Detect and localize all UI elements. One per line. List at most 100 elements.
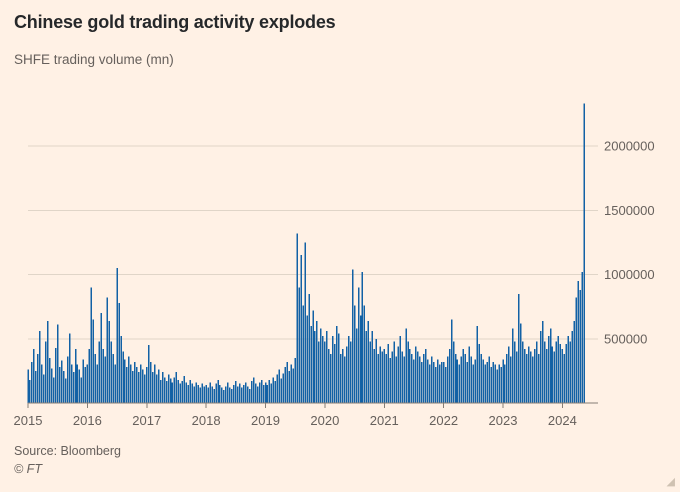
y-tick-label: 2000000 [604, 139, 655, 154]
volume-bar [375, 338, 378, 403]
volume-bar [436, 359, 439, 403]
volume-bar [571, 331, 574, 403]
volume-bar [92, 319, 95, 403]
volume-bar [171, 382, 174, 403]
volume-bar [304, 242, 306, 404]
volume-bar [367, 320, 370, 403]
volume-bar [78, 369, 81, 403]
volume-bar [351, 269, 354, 403]
volume-bar [70, 364, 73, 403]
volume-bar [274, 381, 277, 403]
volume-bar [541, 320, 544, 403]
volume-bar [306, 315, 308, 403]
volume-bar [429, 364, 431, 403]
volume-bar [496, 369, 498, 403]
volume-bar [318, 341, 320, 403]
volume-bar [526, 354, 528, 403]
volume-bar [82, 359, 85, 403]
source-text: Source: Bloomberg [14, 444, 122, 458]
volume-bar [377, 354, 380, 403]
volume-bar [484, 364, 486, 403]
volume-bar [322, 336, 324, 403]
volume-bar [197, 385, 199, 403]
volume-bar [31, 361, 33, 403]
volume-bar [516, 351, 518, 403]
volume-bar [94, 354, 97, 403]
volume-bar [561, 349, 564, 403]
volume-bar [328, 349, 330, 403]
volume-bar [181, 381, 184, 403]
volume-bar [520, 323, 522, 403]
volume-bar [163, 377, 166, 403]
volume-bar [244, 382, 247, 403]
volume-bar [543, 341, 546, 403]
volume-bar [345, 346, 348, 403]
volume-bar [369, 341, 372, 403]
volume-bar [492, 361, 494, 403]
volume-bar [278, 369, 281, 403]
volume-bar [486, 361, 488, 403]
volume-bar [450, 319, 453, 403]
volume-bar [508, 346, 510, 403]
volume-bar [195, 382, 197, 403]
volume-bar [559, 343, 562, 403]
volume-bar [353, 305, 356, 403]
volume-bar [74, 349, 77, 403]
volume-bar [72, 372, 75, 403]
volume-bar [310, 325, 312, 403]
volume-bar [381, 351, 384, 403]
volume-bar [551, 346, 554, 403]
volume-bar [549, 328, 552, 403]
volume-bar [258, 382, 261, 403]
volume-bar [268, 379, 271, 403]
volume-bar [494, 364, 496, 403]
volume-bar [209, 382, 211, 403]
volume-bar [159, 379, 162, 403]
volume-bar [407, 341, 409, 403]
volume-bar [480, 354, 482, 403]
volume-bar [343, 356, 346, 403]
volume-bar [300, 255, 302, 403]
volume-bar [128, 356, 130, 403]
volume-bar [112, 354, 114, 403]
volume-bar [527, 346, 530, 403]
volume-bar [100, 313, 102, 403]
volume-bar [140, 364, 142, 403]
volume-bar [510, 356, 512, 403]
volume-bar [529, 351, 532, 403]
volume-bar [254, 383, 257, 404]
volume-bar [231, 388, 233, 403]
x-tick-label: 2024 [548, 413, 577, 428]
volume-bar [76, 364, 79, 403]
volume-bar [64, 378, 67, 403]
volume-bar [547, 336, 550, 403]
volume-bar [490, 367, 492, 403]
volume-bar [217, 379, 219, 403]
volume-bar [389, 358, 391, 403]
volume-bar [270, 383, 273, 404]
volume-bar [47, 320, 49, 403]
volume-bar [385, 354, 387, 403]
volume-bar [225, 386, 227, 404]
volume-bar [144, 374, 146, 403]
volume-bar [337, 333, 340, 403]
volume-bar [522, 341, 524, 403]
volume-bar [201, 383, 203, 404]
x-tick-label: 2020 [310, 413, 339, 428]
chart-title: Chinese gold trading activity explodes [14, 12, 336, 32]
volume-bar [27, 369, 29, 403]
volume-bar [415, 346, 417, 403]
volume-bar [146, 367, 148, 403]
volume-bar [151, 372, 154, 403]
volume-bar [409, 349, 411, 403]
volume-bar [361, 271, 364, 403]
volume-bar [464, 354, 467, 403]
volume-bar [476, 325, 479, 403]
volume-bar [423, 354, 425, 403]
bars [27, 103, 585, 404]
volume-bar [347, 336, 350, 403]
volume-bar [454, 354, 457, 403]
volume-bar [189, 379, 192, 403]
volume-bar [298, 287, 300, 403]
